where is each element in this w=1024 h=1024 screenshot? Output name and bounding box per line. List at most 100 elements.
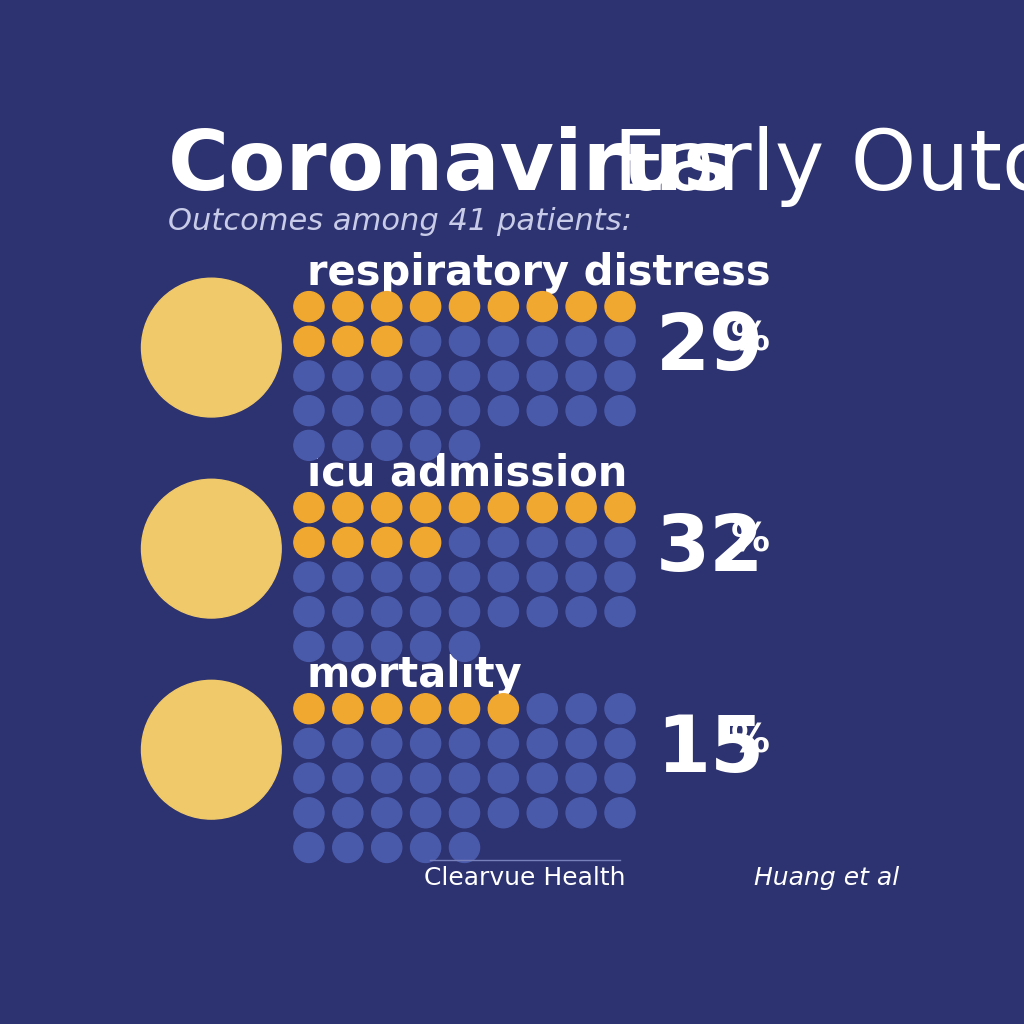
Circle shape [411,728,440,759]
Circle shape [605,597,635,627]
Text: %: % [731,321,770,358]
Circle shape [605,562,635,592]
Circle shape [294,562,324,592]
Circle shape [488,798,518,827]
Text: Outcomes among 41 patients:: Outcomes among 41 patients: [168,207,632,236]
Circle shape [450,292,479,322]
Circle shape [450,395,479,426]
Circle shape [333,562,362,592]
Circle shape [605,527,635,557]
Circle shape [605,361,635,391]
Circle shape [411,597,440,627]
Text: Coronavirus: Coronavirus [168,126,733,207]
Circle shape [411,833,440,862]
Circle shape [605,395,635,426]
Circle shape [450,493,479,522]
Circle shape [488,728,518,759]
Circle shape [411,562,440,592]
Circle shape [488,597,518,627]
Circle shape [333,632,362,662]
Circle shape [450,562,479,592]
Circle shape [488,327,518,356]
Circle shape [294,833,324,862]
Circle shape [566,327,596,356]
Circle shape [372,527,401,557]
Circle shape [566,798,596,827]
Circle shape [566,693,596,724]
Circle shape [372,395,401,426]
Circle shape [372,728,401,759]
Circle shape [411,632,440,662]
Text: 29: 29 [655,309,764,386]
Circle shape [372,693,401,724]
Circle shape [294,527,324,557]
Circle shape [605,798,635,827]
Circle shape [527,597,557,627]
Circle shape [294,728,324,759]
Circle shape [527,327,557,356]
Circle shape [372,562,401,592]
Circle shape [566,527,596,557]
Circle shape [294,632,324,662]
Circle shape [411,292,440,322]
Circle shape [566,763,596,793]
Circle shape [372,361,401,391]
Circle shape [566,597,596,627]
Circle shape [333,430,362,461]
Text: Clearvue Health: Clearvue Health [424,866,626,890]
Circle shape [450,327,479,356]
Circle shape [372,430,401,461]
Text: %: % [731,522,770,560]
Circle shape [411,527,440,557]
Circle shape [294,693,324,724]
Text: Huang et al: Huang et al [754,866,899,890]
Circle shape [411,798,440,827]
Circle shape [566,361,596,391]
Circle shape [333,763,362,793]
Circle shape [411,395,440,426]
Circle shape [294,597,324,627]
Circle shape [450,728,479,759]
Circle shape [372,798,401,827]
Circle shape [333,693,362,724]
Circle shape [605,763,635,793]
Circle shape [450,527,479,557]
Circle shape [605,728,635,759]
Circle shape [488,527,518,557]
Circle shape [141,479,282,618]
Circle shape [294,493,324,522]
Text: respiratory distress: respiratory distress [306,252,770,294]
Circle shape [450,798,479,827]
Circle shape [488,292,518,322]
Circle shape [294,430,324,461]
Circle shape [450,632,479,662]
Circle shape [294,763,324,793]
Circle shape [566,493,596,522]
Text: mortality: mortality [306,653,522,696]
Circle shape [372,632,401,662]
Circle shape [450,693,479,724]
Circle shape [566,562,596,592]
Circle shape [333,798,362,827]
Text: icu admission: icu admission [306,453,627,495]
Circle shape [527,728,557,759]
Circle shape [141,279,282,417]
Circle shape [605,693,635,724]
Circle shape [527,693,557,724]
Circle shape [566,728,596,759]
Circle shape [411,361,440,391]
Circle shape [372,292,401,322]
Circle shape [372,833,401,862]
Circle shape [411,327,440,356]
Circle shape [488,763,518,793]
Circle shape [450,361,479,391]
Circle shape [527,527,557,557]
Circle shape [488,361,518,391]
Circle shape [333,527,362,557]
Circle shape [372,493,401,522]
Circle shape [527,562,557,592]
Circle shape [372,327,401,356]
Text: 32: 32 [655,511,764,587]
Circle shape [605,292,635,322]
Circle shape [450,430,479,461]
